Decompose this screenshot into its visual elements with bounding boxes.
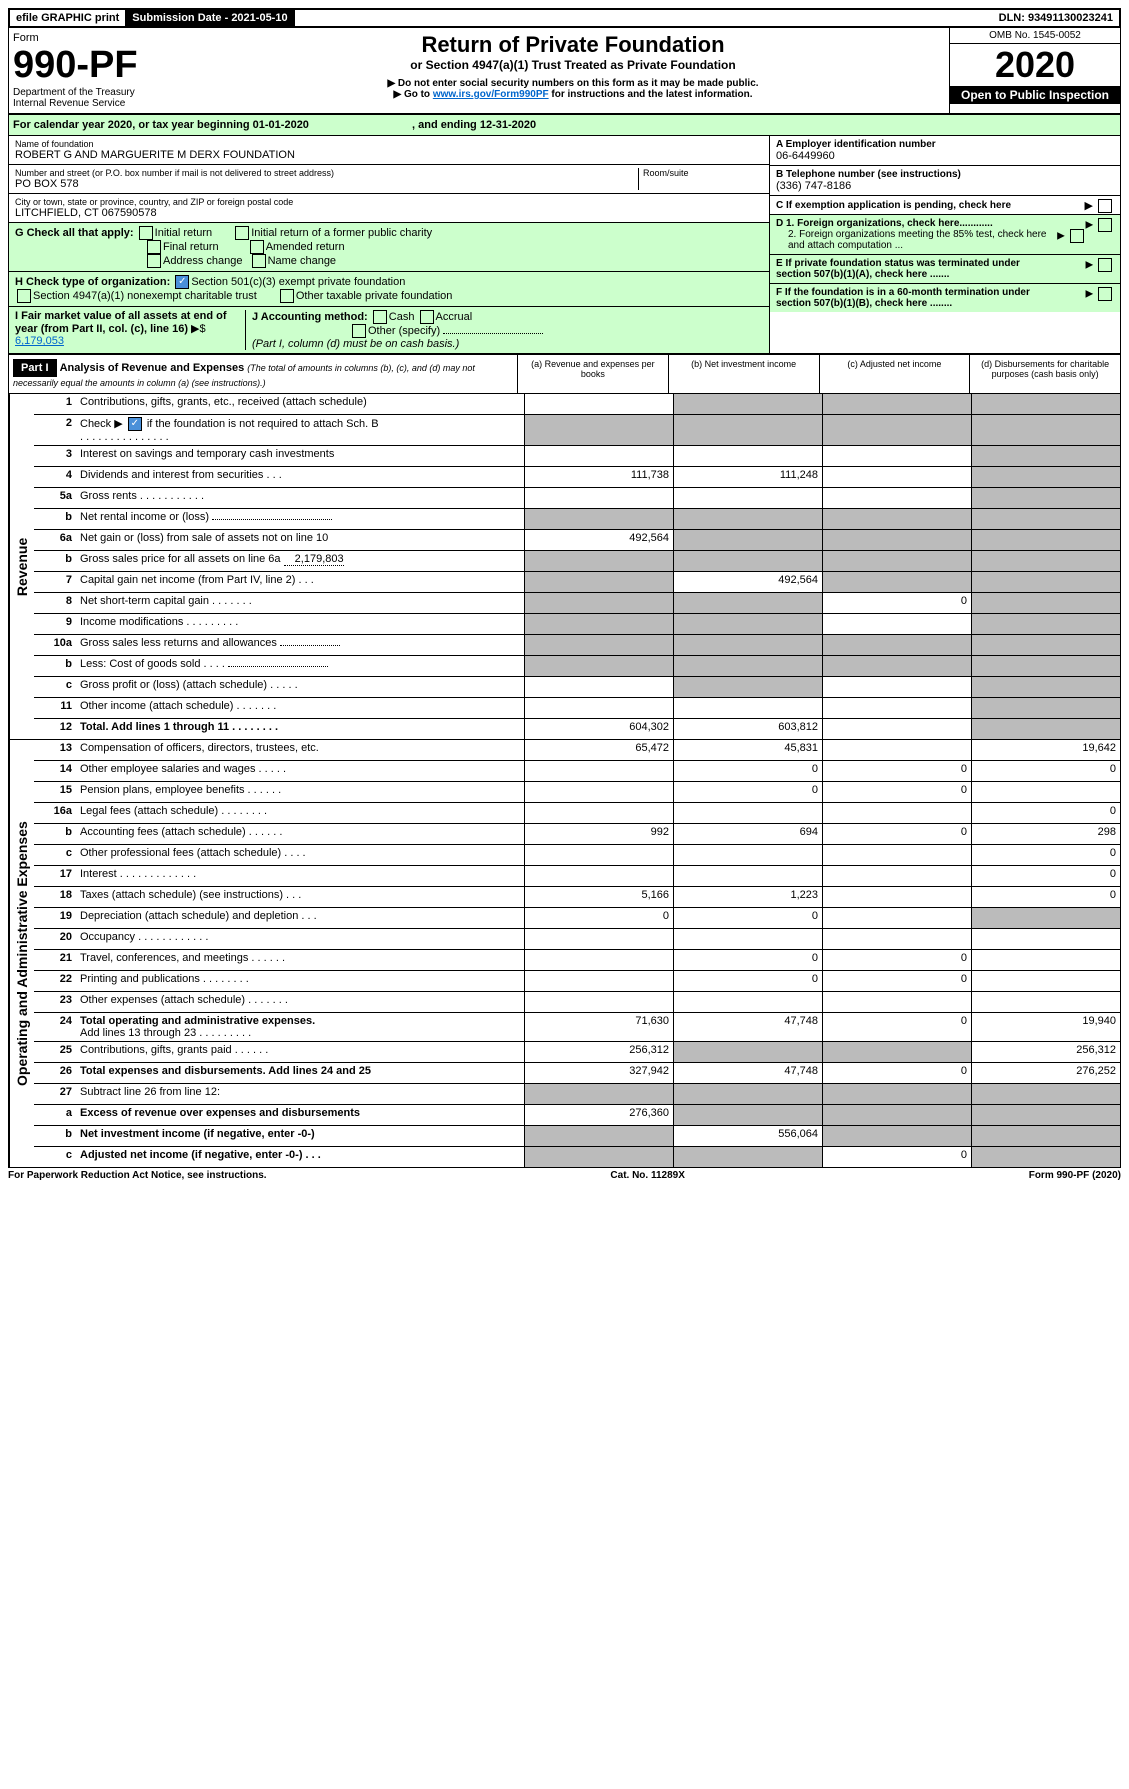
4947-checkbox[interactable]	[17, 289, 31, 303]
form-number: 990-PF	[13, 44, 193, 87]
dln: DLN: 93491130023241	[993, 10, 1119, 26]
expenses-section: Operating and Administrative Expenses 13…	[8, 740, 1121, 1168]
form-header: Form 990-PF Department of the Treasury I…	[8, 28, 1121, 114]
part1-title: Analysis of Revenue and Expenses	[60, 362, 245, 374]
instruction-2: ▶ Go to www.irs.gov/Form990PF for instru…	[201, 89, 945, 100]
room-label: Room/suite	[643, 168, 763, 178]
city-state-zip: LITCHFIELD, CT 067590578	[15, 207, 763, 219]
page-footer: For Paperwork Reduction Act Notice, see …	[8, 1168, 1121, 1181]
revenue-label: Revenue	[9, 394, 34, 739]
accrual-checkbox[interactable]	[420, 310, 434, 324]
initial-return-checkbox[interactable]	[139, 226, 153, 240]
addr-label: Number and street (or P.O. box number if…	[15, 168, 638, 178]
d2-checkbox[interactable]	[1070, 229, 1084, 243]
form-subtitle: or Section 4947(a)(1) Trust Treated as P…	[201, 58, 945, 72]
phone-label: B Telephone number (see instructions)	[776, 169, 1114, 180]
footer-center: Cat. No. 11289X	[610, 1170, 684, 1181]
part1-header: Part I Analysis of Revenue and Expenses …	[8, 354, 1121, 394]
col-b-header: (b) Net investment income	[668, 355, 819, 393]
irs: Internal Revenue Service	[13, 98, 193, 109]
open-inspection: Open to Public Inspection	[950, 86, 1120, 104]
name-label: Name of foundation	[15, 139, 763, 149]
exempt-label: C If exemption application is pending, c…	[776, 200, 1011, 211]
g-label: G Check all that apply:	[15, 227, 134, 239]
col-d-header: (d) Disbursements for charitable purpose…	[969, 355, 1120, 393]
d1-label: D 1. Foreign organizations, check here..…	[776, 218, 993, 229]
schb-checkbox[interactable]	[128, 417, 142, 431]
cash-checkbox[interactable]	[373, 310, 387, 324]
form-title: Return of Private Foundation	[201, 32, 945, 58]
other-method-checkbox[interactable]	[352, 324, 366, 338]
col-a-header: (a) Revenue and expenses per books	[517, 355, 668, 393]
top-bar: efile GRAPHIC print Submission Date - 20…	[8, 8, 1121, 28]
footer-right: Form 990-PF (2020)	[1029, 1170, 1121, 1181]
instruction-1: ▶ Do not enter social security numbers o…	[201, 78, 945, 89]
address-change-checkbox[interactable]	[147, 254, 161, 268]
h-label: H Check type of organization:	[15, 276, 170, 288]
address: PO BOX 578	[15, 178, 638, 190]
submission-date: Submission Date - 2021-05-10	[126, 10, 294, 26]
foundation-name: ROBERT G AND MARGUERITE M DERX FOUNDATIO…	[15, 149, 763, 161]
f-label: F If the foundation is in a 60-month ter…	[776, 287, 1056, 309]
info-section: Name of foundation ROBERT G AND MARGUERI…	[8, 136, 1121, 354]
footer-left: For Paperwork Reduction Act Notice, see …	[8, 1170, 267, 1181]
j-label: J Accounting method:	[252, 311, 368, 323]
name-change-checkbox[interactable]	[252, 254, 266, 268]
other-taxable-checkbox[interactable]	[280, 289, 294, 303]
calendar-year-row: For calendar year 2020, or tax year begi…	[8, 114, 1121, 136]
ein-label: A Employer identification number	[776, 139, 1114, 150]
d1-checkbox[interactable]	[1098, 218, 1112, 232]
amended-checkbox[interactable]	[250, 240, 264, 254]
exempt-checkbox[interactable]	[1098, 199, 1112, 213]
revenue-section: Revenue 1Contributions, gifts, grants, e…	[8, 394, 1121, 740]
col-c-header: (c) Adjusted net income	[819, 355, 970, 393]
omb-number: OMB No. 1545-0052	[950, 28, 1120, 44]
f-checkbox[interactable]	[1098, 287, 1112, 301]
e-checkbox[interactable]	[1098, 258, 1112, 272]
j-note: (Part I, column (d) must be on cash basi…	[252, 338, 459, 350]
e-label: E If private foundation status was termi…	[776, 258, 1056, 280]
ein: 06-6449960	[776, 150, 1114, 162]
dept: Department of the Treasury	[13, 87, 193, 98]
fmv-value[interactable]: 6,179,053	[15, 335, 64, 347]
irs-link[interactable]: www.irs.gov/Form990PF	[433, 89, 549, 100]
final-return-checkbox[interactable]	[147, 240, 161, 254]
efile-label: efile GRAPHIC print	[10, 10, 126, 26]
city-label: City or town, state or province, country…	[15, 197, 763, 207]
form-label: Form	[13, 32, 193, 44]
d2-label: 2. Foreign organizations meeting the 85%…	[788, 229, 1048, 251]
phone: (336) 747-8186	[776, 180, 1114, 192]
501c3-checkbox[interactable]	[175, 275, 189, 289]
part1-label: Part I	[13, 359, 57, 377]
i-label: I Fair market value of all assets at end…	[15, 310, 227, 335]
initial-former-checkbox[interactable]	[235, 226, 249, 240]
expenses-label: Operating and Administrative Expenses	[9, 740, 34, 1167]
tax-year: 2020	[950, 44, 1120, 86]
